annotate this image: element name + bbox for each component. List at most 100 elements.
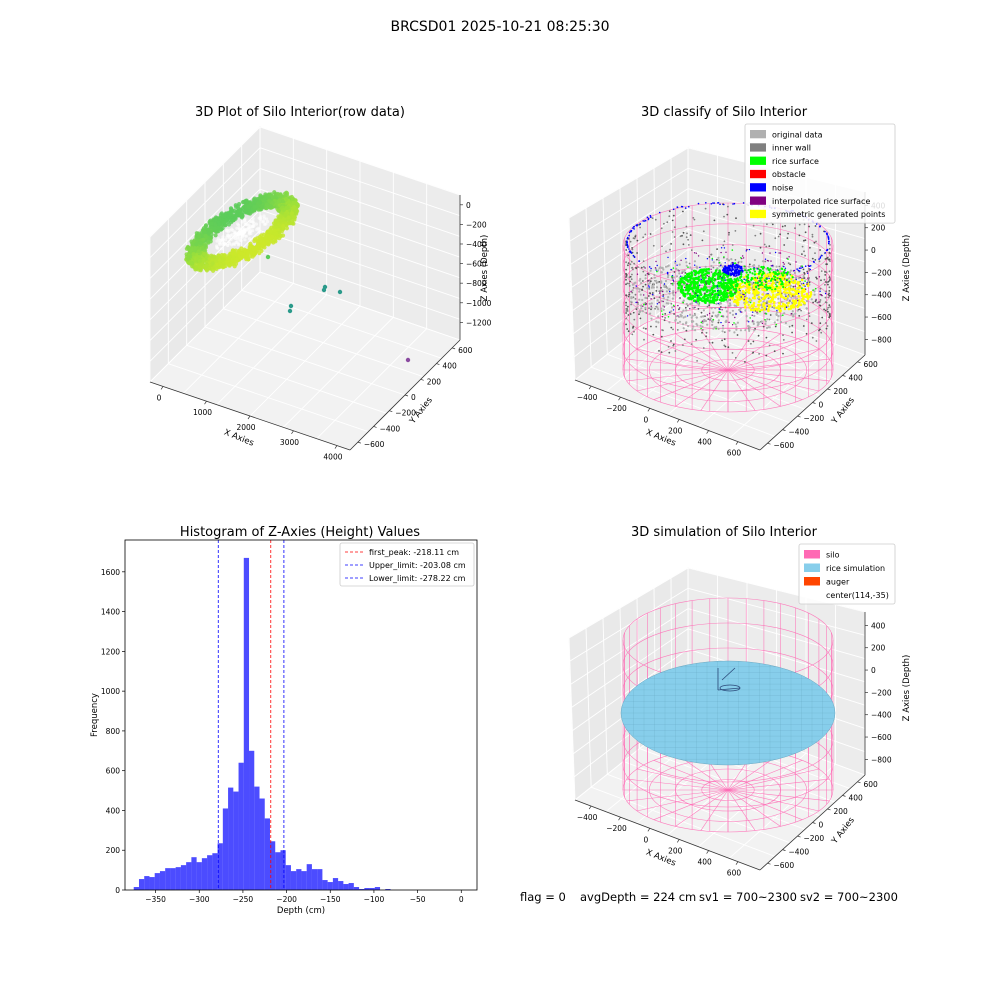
- scatter-point: [718, 308, 721, 310]
- legend-swatch: [804, 577, 820, 586]
- symmetric-point: [792, 293, 796, 297]
- wall-point: [662, 294, 665, 296]
- wall-point: [655, 290, 658, 292]
- rice-point: [680, 291, 684, 294]
- scatter-point: [744, 296, 746, 298]
- wall-point: [828, 292, 830, 295]
- rice-point: [749, 268, 752, 271]
- wall-point: [627, 314, 630, 316]
- original-point: [641, 310, 644, 313]
- symmetric-point: [759, 299, 762, 302]
- rice-point: [690, 272, 693, 275]
- original-point: [770, 268, 774, 271]
- rice-point: [804, 280, 806, 282]
- scatter-point: [700, 278, 702, 281]
- outlier-point: [265, 254, 271, 260]
- wall-point: [650, 277, 653, 280]
- scatter-point: [761, 252, 764, 254]
- noise-point: [626, 244, 629, 247]
- original-point: [743, 267, 746, 270]
- original-point: [704, 265, 707, 268]
- rice-point: [190, 264, 195, 269]
- inner-point: [254, 222, 258, 226]
- original-point: [695, 265, 698, 268]
- x-tick: [676, 839, 680, 843]
- original-point: [682, 316, 685, 319]
- rice-point: [704, 275, 707, 277]
- scatter-point: [784, 267, 787, 269]
- original-point: [764, 320, 768, 323]
- scatter-point: [740, 296, 742, 298]
- rice-point: [201, 258, 206, 263]
- noise-point: [722, 268, 725, 271]
- inner-point: [251, 220, 255, 224]
- wall-point: [816, 277, 818, 280]
- wall-point: [779, 233, 781, 236]
- scatter-point: [794, 285, 796, 287]
- original-point: [791, 310, 794, 313]
- original-point: [682, 270, 685, 273]
- rice-point: [292, 214, 297, 220]
- inner-point: [237, 223, 241, 227]
- symmetric-point: [778, 275, 782, 279]
- rice-point: [736, 277, 739, 280]
- wall-point: [686, 304, 689, 307]
- scatter-point: [706, 314, 709, 316]
- y-tick: [812, 402, 816, 404]
- wall-point: [673, 271, 676, 273]
- scatter-point: [774, 251, 777, 254]
- rice-point: [707, 282, 711, 286]
- wall-point: [728, 231, 730, 234]
- wall-point: [625, 283, 627, 286]
- inner-point: [228, 236, 232, 240]
- wall-point: [631, 273, 633, 276]
- rice-point: [801, 287, 803, 290]
- rice-point: [740, 271, 743, 273]
- symmetric-point: [789, 304, 793, 308]
- wall-point: [652, 244, 655, 247]
- wall-point: [651, 292, 654, 294]
- inner-point: [242, 230, 247, 234]
- symmetric-point: [762, 303, 765, 306]
- symmetric-point: [782, 277, 785, 281]
- original-point: [649, 269, 652, 272]
- rice-point: [756, 282, 759, 285]
- original-point: [702, 315, 705, 318]
- histogram-bar: [249, 750, 255, 890]
- original-point: [650, 286, 654, 289]
- inner-point: [243, 217, 247, 221]
- rice-point: [753, 270, 757, 273]
- wall-point: [804, 254, 806, 257]
- rice-point: [769, 267, 772, 270]
- panel-title: 3D classify of Silo Interior: [641, 105, 808, 120]
- inner-point: [215, 244, 219, 248]
- rice-point: [720, 296, 723, 299]
- original-point: [712, 261, 715, 264]
- symmetric-point: [736, 303, 740, 307]
- y-tick-label: 0: [819, 821, 824, 830]
- rice-point: [749, 271, 752, 274]
- histogram-bar: [290, 871, 297, 890]
- symmetric-point: [768, 295, 772, 298]
- inner-point: [230, 233, 234, 237]
- scatter-point: [644, 267, 646, 269]
- rice-point: [725, 286, 729, 290]
- rice-point: [715, 272, 719, 276]
- wall-point: [626, 282, 629, 285]
- y-tick: [827, 808, 831, 811]
- original-point: [665, 290, 669, 293]
- original-point: [634, 281, 637, 284]
- y-tick-label: 1200: [101, 647, 120, 656]
- grid-line: [223, 308, 424, 378]
- original-point: [687, 325, 690, 328]
- rice-point: [221, 253, 227, 258]
- rice-point: [765, 286, 768, 289]
- wall-point: [700, 311, 703, 314]
- scatter-point: [701, 320, 704, 322]
- wall-point: [626, 307, 628, 310]
- rice-point: [763, 279, 767, 282]
- rice-point: [749, 301, 752, 304]
- noise-point: [647, 218, 650, 221]
- symmetric-point: [752, 291, 755, 295]
- histogram-bar: [222, 808, 229, 890]
